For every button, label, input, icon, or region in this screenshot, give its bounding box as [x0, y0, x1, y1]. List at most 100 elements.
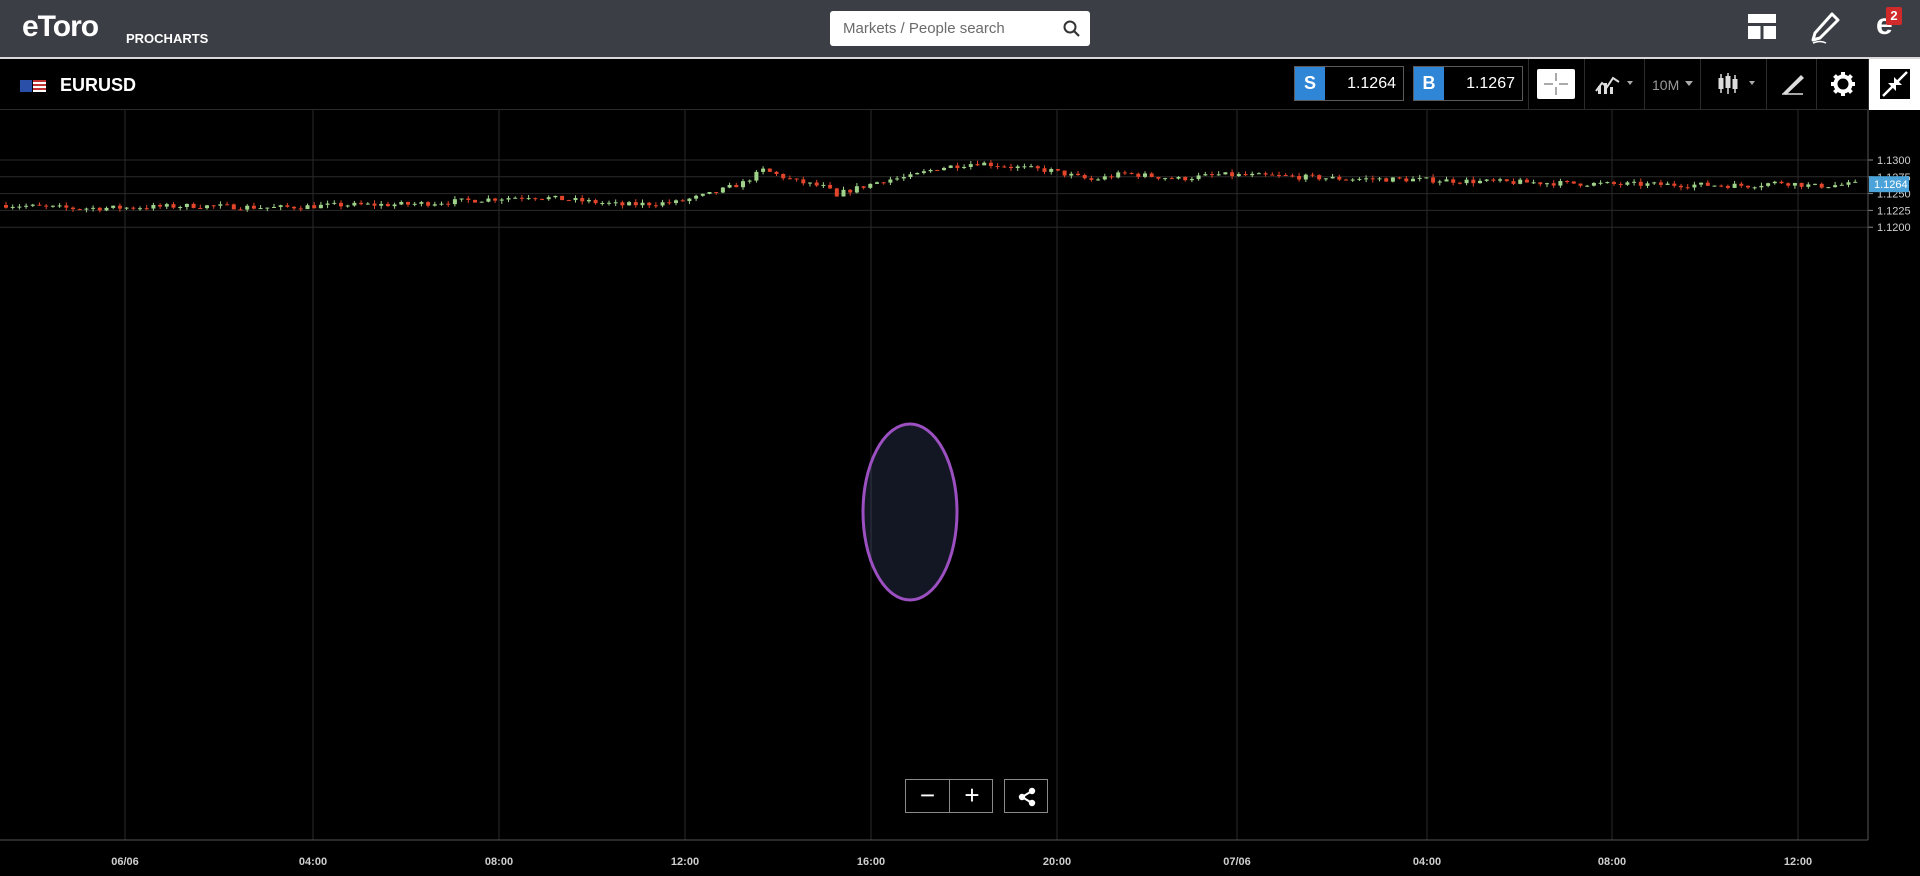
candle-body	[848, 189, 853, 193]
candle-body	[694, 195, 699, 199]
candle-body	[64, 205, 69, 208]
candle-body	[707, 192, 712, 194]
candle-body	[787, 178, 792, 180]
candle-body	[1089, 178, 1094, 180]
candle-body	[138, 208, 142, 210]
candle-body	[727, 185, 732, 188]
candle-body	[178, 207, 183, 209]
etoro-logo[interactable]: eToro	[22, 10, 99, 43]
crosshair-tool[interactable]	[1528, 59, 1584, 110]
candle-body	[10, 206, 15, 208]
candle-body	[774, 171, 779, 175]
candle-body	[888, 179, 893, 183]
candlestick-icon	[1718, 73, 1755, 94]
candle-body	[1283, 175, 1288, 177]
candle-body	[1766, 183, 1771, 186]
candle-body	[868, 183, 873, 188]
candle-body	[1712, 185, 1717, 187]
y-tick-label: 1.1200	[1877, 222, 1911, 234]
candle-body	[875, 182, 879, 184]
candle-body	[962, 166, 967, 169]
candle-body	[1055, 169, 1060, 171]
candle-body	[674, 200, 678, 203]
zoom-controls: − +	[905, 779, 993, 813]
candle-body	[151, 204, 156, 209]
notification-badge[interactable]: 2	[1886, 7, 1902, 25]
candle-body	[1612, 182, 1616, 184]
top-bar-divider	[0, 57, 1920, 59]
candle-body	[1022, 166, 1027, 168]
indicators-tool[interactable]	[1584, 59, 1644, 110]
candle-body	[345, 205, 350, 207]
zoom-out-button[interactable]: −	[906, 780, 950, 812]
x-tick-label: 07/06	[1223, 856, 1251, 868]
candle-body	[586, 200, 591, 202]
candle-body	[600, 203, 605, 205]
candle-body	[57, 205, 62, 207]
search-icon[interactable]	[1063, 20, 1080, 37]
pencil-icon[interactable]	[1810, 12, 1840, 44]
candle-body	[1591, 182, 1596, 186]
candle-body	[272, 206, 276, 208]
candle-body	[77, 209, 82, 211]
symbol-label: EURUSD	[60, 75, 137, 95]
candle-body	[238, 209, 243, 211]
candle-body	[1116, 172, 1121, 178]
sell-button[interactable]: S 1.1264	[1294, 66, 1404, 101]
settings-tool[interactable]	[1816, 59, 1868, 110]
candle-body	[861, 186, 866, 188]
candle-body	[359, 202, 364, 205]
drawing-tool[interactable]	[1766, 59, 1816, 110]
candle-body	[687, 198, 692, 202]
candle-body	[1270, 174, 1275, 176]
candle-body	[1317, 175, 1322, 180]
x-tick-label: 06/06	[111, 856, 139, 868]
layout-icon[interactable]	[1748, 14, 1776, 40]
x-tick-label: 12:00	[671, 856, 699, 868]
candle-body	[1645, 183, 1650, 186]
x-tick-label: 08:00	[1598, 856, 1626, 868]
candle-body	[613, 202, 618, 204]
candle-body	[1377, 178, 1382, 180]
flag-icon	[20, 80, 46, 92]
candle-body	[1069, 173, 1074, 176]
candle-body	[499, 199, 504, 201]
candle-body	[1082, 175, 1087, 179]
candle-body	[901, 177, 906, 179]
candle-body	[801, 179, 806, 184]
candle-body	[1310, 174, 1315, 176]
candle-body	[667, 202, 672, 204]
candle-body	[680, 200, 685, 202]
candle-body	[560, 195, 565, 201]
candle-body	[1484, 179, 1489, 181]
candle-body	[1618, 183, 1623, 185]
candle-body	[988, 162, 993, 167]
candle-body	[1049, 169, 1054, 172]
candle-body	[298, 208, 303, 210]
search-input[interactable]	[830, 11, 1050, 46]
candle-body	[1585, 185, 1590, 187]
candle-body	[1143, 173, 1147, 177]
buy-button[interactable]: B 1.1267	[1413, 66, 1523, 101]
candle-body	[1344, 179, 1348, 181]
candle-body	[419, 202, 424, 204]
fullscreen-toggle[interactable]	[1868, 59, 1920, 110]
candle-body	[1256, 173, 1261, 175]
search-box[interactable]	[830, 11, 1090, 46]
candle-body	[432, 204, 437, 206]
x-tick-label: 12:00	[1784, 856, 1812, 868]
share-button[interactable]	[1004, 779, 1048, 813]
candle-body	[1397, 177, 1402, 179]
ruler-icon	[1782, 75, 1804, 95]
candle-body	[258, 208, 263, 210]
chart-toolbar: EURUSD S 1.1264 B 1.1267 10M	[0, 59, 1920, 110]
candle-body	[332, 202, 337, 204]
candle-body	[312, 205, 317, 209]
chart-type-tool[interactable]	[1700, 59, 1766, 110]
candle-body	[908, 174, 913, 178]
candle-body	[24, 205, 29, 207]
zoom-in-button[interactable]: +	[964, 780, 980, 810]
candle-body	[385, 203, 390, 207]
interval-selector[interactable]: 10M	[1644, 59, 1700, 110]
